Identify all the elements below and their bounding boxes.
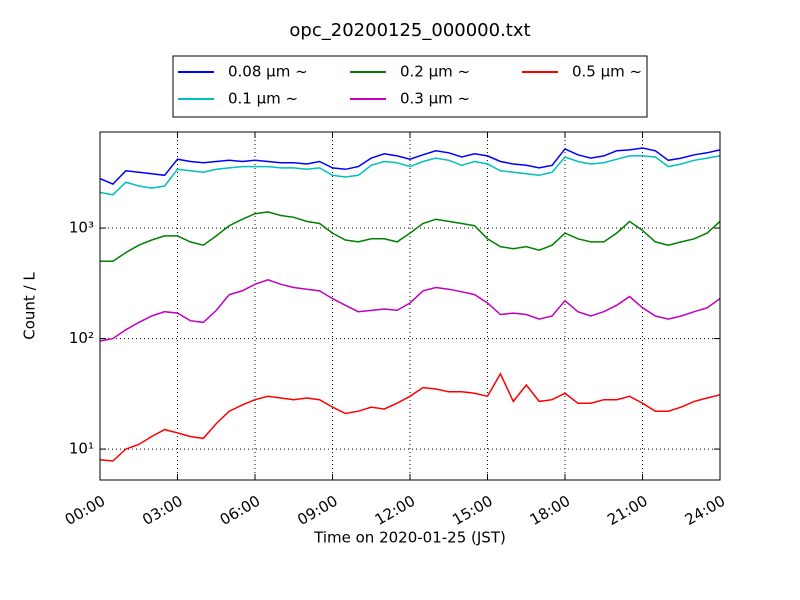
x-tick-label: 06:00 (217, 492, 263, 529)
x-tick-label: 24:00 (682, 492, 728, 529)
x-tick-label: 00:00 (62, 492, 108, 529)
line-series (99, 155, 721, 196)
line-series (100, 211, 721, 263)
line-series (99, 147, 721, 185)
y-tick-label: 10¹ (69, 440, 94, 458)
legend-label: 0.3 µm ~ (400, 90, 470, 108)
x-tick-label: 15:00 (449, 492, 495, 529)
x-tick-label: 21:00 (604, 492, 650, 529)
x-tick-label: 12:00 (372, 492, 418, 529)
x-axis-label: Time on 2020-01-25 (JST) (313, 529, 506, 547)
x-tick-label: 03:00 (139, 492, 185, 529)
legend-label: 0.08 µm ~ (228, 63, 308, 81)
chart-title: opc_20200125_000000.txt (289, 20, 530, 41)
y-tick-label: 10³ (69, 219, 94, 237)
line-series (99, 279, 721, 342)
line-series (99, 372, 721, 462)
legend-box (172, 55, 648, 118)
legend-label: 0.1 µm ~ (228, 90, 298, 108)
plot-frame (99, 131, 721, 481)
x-tick-label: 09:00 (294, 492, 340, 529)
y-axis-label: Count / L (21, 272, 39, 340)
legend-label: 0.5 µm ~ (572, 63, 642, 81)
legend-label: 0.2 µm ~ (400, 63, 470, 81)
y-tick-label: 10² (69, 329, 94, 347)
x-tick-label: 18:00 (527, 492, 573, 529)
